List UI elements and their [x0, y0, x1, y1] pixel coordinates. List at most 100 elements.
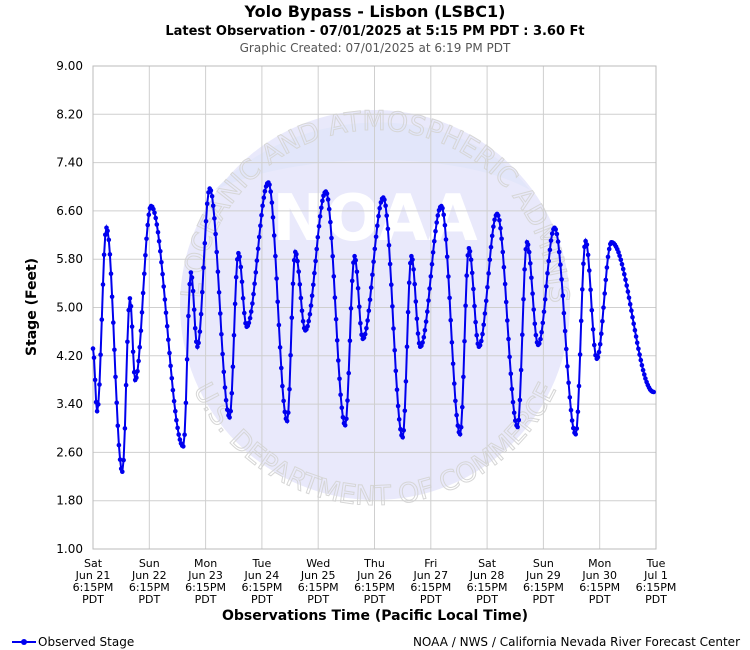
data-point	[342, 422, 348, 428]
data-point	[248, 309, 254, 314]
data-point	[553, 227, 558, 232]
data-point	[316, 224, 322, 229]
chart-subtitle: Latest Observation - 07/01/2025 at 5:15 …	[165, 24, 584, 39]
data-point	[432, 238, 437, 244]
data-point	[326, 206, 332, 212]
data-point	[182, 432, 187, 438]
data-point	[513, 418, 518, 423]
data-point	[435, 213, 441, 218]
data-point	[347, 338, 353, 344]
series-observed-stage	[90, 180, 656, 475]
data-point	[251, 291, 256, 297]
data-point	[332, 295, 338, 300]
data-point	[106, 237, 112, 243]
data-point	[337, 376, 342, 382]
data-point	[223, 397, 229, 403]
data-point	[136, 358, 141, 364]
data-point	[109, 294, 115, 300]
data-point	[515, 424, 520, 430]
data-point	[423, 319, 429, 324]
data-point	[619, 261, 625, 267]
data-point	[262, 188, 268, 194]
data-point	[170, 387, 176, 393]
data-point	[528, 261, 533, 266]
data-point	[556, 249, 562, 255]
data-point	[520, 332, 525, 338]
data-point	[517, 397, 523, 403]
data-point	[305, 324, 310, 329]
data-point	[469, 270, 475, 276]
data-point	[184, 357, 190, 362]
data-point	[246, 320, 252, 326]
data-point	[472, 303, 477, 309]
data-point	[544, 284, 549, 289]
data-point	[427, 286, 432, 291]
data-point	[624, 283, 629, 288]
data-point	[449, 340, 455, 345]
y-tick-label: 3.40	[56, 397, 83, 411]
data-point	[511, 410, 517, 416]
data-point	[120, 469, 125, 475]
data-point	[383, 203, 388, 208]
data-point	[384, 213, 390, 218]
data-point	[631, 321, 636, 327]
data-point	[297, 282, 303, 287]
data-point	[505, 318, 510, 323]
data-point	[583, 238, 588, 244]
data-point	[529, 275, 534, 281]
data-point	[168, 363, 173, 369]
data-point	[498, 225, 503, 231]
data-point	[237, 254, 242, 260]
data-point	[311, 282, 316, 288]
data-point	[565, 364, 570, 369]
data-point	[375, 223, 380, 228]
data-point	[471, 286, 476, 292]
data-point	[358, 321, 363, 326]
data-point	[151, 206, 156, 212]
data-point	[414, 316, 420, 322]
data-point	[480, 331, 485, 337]
data-point	[584, 242, 590, 247]
data-point	[447, 295, 452, 301]
data-point	[220, 351, 225, 357]
data-point	[202, 240, 208, 246]
data-point	[115, 423, 121, 429]
data-point	[279, 365, 284, 371]
data-point	[277, 345, 283, 350]
data-point	[571, 425, 576, 431]
data-point	[338, 392, 343, 398]
data-point	[101, 252, 107, 257]
data-point	[231, 333, 237, 338]
data-point	[501, 264, 507, 270]
data-point	[299, 308, 305, 314]
legend: Observed Stage	[12, 635, 134, 649]
data-point	[596, 349, 602, 355]
data-point	[604, 265, 610, 270]
data-point	[183, 400, 189, 406]
data-point	[314, 246, 320, 252]
data-point	[135, 369, 140, 374]
data-point	[177, 437, 183, 442]
y-tick-label: 5.00	[56, 301, 83, 315]
data-point	[473, 319, 478, 325]
data-point	[167, 350, 172, 356]
y-axis-label: Stage (Feet)	[24, 258, 40, 356]
data-point	[222, 385, 228, 390]
data-point	[111, 320, 116, 325]
data-point	[626, 295, 632, 301]
y-tick-label: 5.80	[56, 252, 83, 266]
data-point	[290, 281, 296, 287]
data-point	[313, 258, 318, 264]
data-point	[143, 253, 148, 258]
data-point	[499, 236, 504, 242]
data-point	[240, 295, 246, 301]
data-point	[589, 307, 595, 313]
data-point	[218, 311, 223, 316]
data-point	[325, 197, 331, 202]
data-point	[509, 386, 515, 392]
data-point	[605, 254, 611, 260]
x-tick-label: Mon Jun 30 6:15PM PDT	[579, 557, 620, 606]
data-point	[440, 206, 445, 211]
footer-credit: NOAA / NWS / California Nevada River For…	[413, 635, 740, 649]
data-point	[146, 212, 152, 217]
